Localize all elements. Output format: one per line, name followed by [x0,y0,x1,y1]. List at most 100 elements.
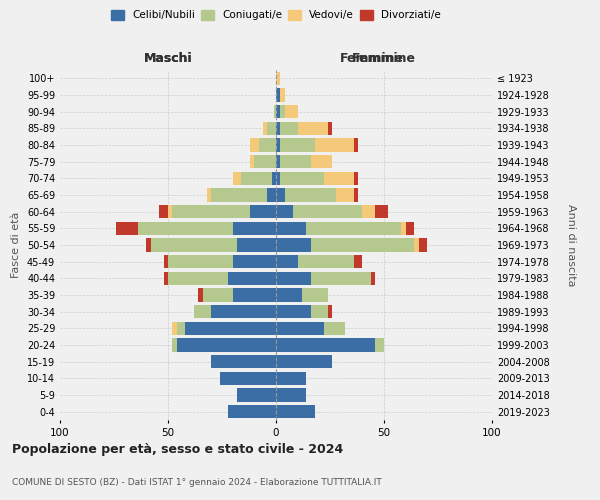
Bar [241,172,272,185]
Bar [354,138,358,151]
Bar [237,238,276,252]
Bar [280,155,311,168]
Bar [172,205,250,218]
Bar [276,338,376,351]
Bar [362,205,376,218]
Text: Popolazione per età, sesso e stato civile - 2024: Popolazione per età, sesso e stato civil… [12,442,343,456]
Bar [276,88,280,102]
Bar [280,88,284,102]
Bar [323,322,345,335]
Bar [276,205,293,218]
Bar [229,272,276,285]
Text: Femmine: Femmine [340,52,404,66]
Bar [276,322,323,335]
Bar [280,138,315,151]
Bar [354,255,362,268]
Bar [371,272,376,285]
Bar [311,272,371,285]
Bar [250,205,276,218]
Bar [337,188,354,202]
Bar [176,322,185,335]
Bar [276,238,311,252]
Bar [237,388,276,402]
Bar [276,155,280,168]
Bar [276,72,280,85]
Bar [406,222,414,235]
Bar [311,305,328,318]
Bar [276,372,306,385]
Bar [198,288,203,302]
Bar [263,122,268,135]
Bar [276,122,280,135]
Bar [220,372,276,385]
Bar [298,255,354,268]
Bar [203,288,233,302]
Bar [254,155,276,168]
Bar [328,305,332,318]
Bar [276,288,302,302]
Bar [168,272,229,285]
Bar [233,288,276,302]
Bar [211,305,276,318]
Bar [146,238,151,252]
Bar [298,122,328,135]
Bar [280,122,298,135]
Y-axis label: Anni di nascita: Anni di nascita [566,204,577,286]
Bar [276,188,284,202]
Bar [207,188,211,202]
Text: Maschi: Maschi [143,52,193,66]
Bar [194,305,211,318]
Bar [276,255,298,268]
Bar [168,205,172,218]
Text: COMUNE DI SESTO (BZ) - Dati ISTAT 1° gennaio 2024 - Elaborazione TUTTITALIA.IT: COMUNE DI SESTO (BZ) - Dati ISTAT 1° gen… [12,478,382,487]
Bar [116,222,138,235]
Bar [164,255,168,268]
Bar [315,138,354,151]
Bar [376,205,388,218]
Bar [176,338,276,351]
Bar [276,222,306,235]
Bar [160,205,168,218]
Bar [164,272,168,285]
Bar [276,138,280,151]
Bar [250,138,259,151]
Text: Maschi: Maschi [143,52,193,65]
Bar [233,222,276,235]
Bar [280,105,284,118]
Bar [168,255,233,268]
Legend: Celibi/Nubili, Coniugati/e, Vedovi/e, Divorziati/e: Celibi/Nubili, Coniugati/e, Vedovi/e, Di… [111,10,441,20]
Bar [302,288,328,302]
Bar [268,122,276,135]
Bar [268,188,276,202]
Bar [151,238,237,252]
Bar [376,338,384,351]
Bar [293,205,362,218]
Bar [284,188,337,202]
Bar [211,188,268,202]
Text: Femmine: Femmine [352,52,416,65]
Bar [233,172,241,185]
Bar [354,172,358,185]
Bar [328,122,332,135]
Bar [414,238,419,252]
Bar [172,338,176,351]
Bar [311,155,332,168]
Y-axis label: Fasce di età: Fasce di età [11,212,21,278]
Bar [172,322,176,335]
Bar [419,238,427,252]
Bar [185,322,276,335]
Bar [276,105,280,118]
Bar [250,155,254,168]
Bar [276,305,311,318]
Bar [280,172,323,185]
Bar [211,355,276,368]
Bar [259,138,276,151]
Bar [323,172,354,185]
Bar [401,222,406,235]
Bar [138,222,233,235]
Bar [306,222,401,235]
Bar [276,388,306,402]
Bar [284,105,298,118]
Bar [311,238,414,252]
Bar [276,405,315,418]
